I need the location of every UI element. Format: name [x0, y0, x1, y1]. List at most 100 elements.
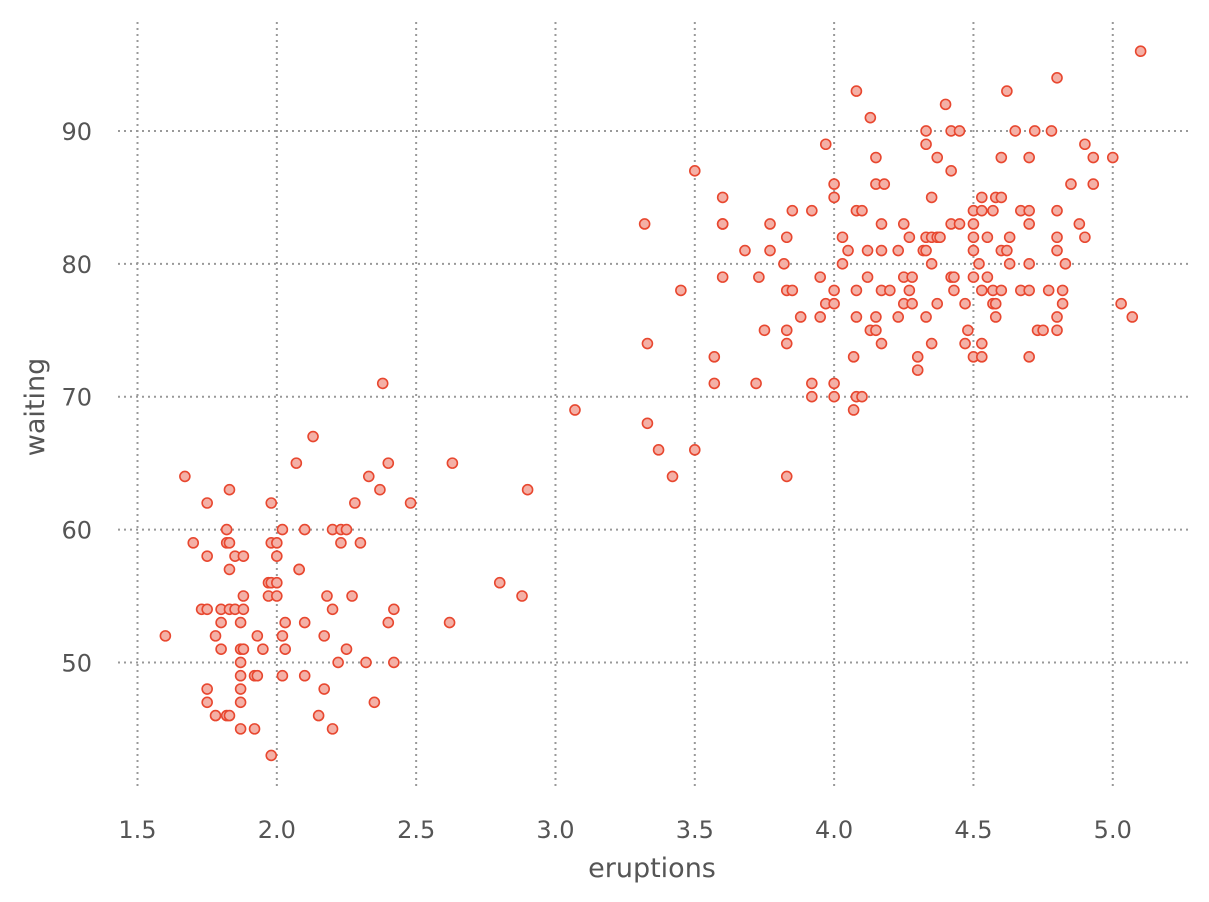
data-point [201, 497, 213, 509]
data-point [237, 590, 250, 602]
y-tick-label: 90 [61, 118, 92, 146]
data-point [1106, 151, 1119, 164]
data-point [234, 723, 247, 735]
data-point [828, 377, 840, 390]
data-point [948, 284, 960, 297]
data-point [967, 231, 980, 244]
data-point [675, 284, 687, 297]
data-point [201, 683, 213, 695]
data-point [1051, 231, 1063, 244]
x-tick-labels: 1.5 2.0 2.5 3.0 3.5 4.0 4.5 5.0 [118, 816, 1131, 844]
data-point [925, 191, 938, 204]
data-point [340, 523, 353, 536]
data-point [404, 497, 417, 509]
data-point [995, 284, 1008, 297]
data-point [234, 656, 247, 669]
data-point [298, 523, 311, 536]
data-point [237, 603, 250, 616]
data-point [1056, 297, 1069, 310]
data-point [201, 550, 213, 562]
data-point [521, 483, 534, 496]
data-point [1023, 351, 1035, 363]
data-point [223, 563, 236, 576]
data-point [708, 351, 721, 363]
data-point [864, 111, 877, 124]
data-point [318, 683, 330, 695]
x-tick-label: 3.0 [536, 816, 574, 844]
y-tick-label: 50 [61, 649, 92, 677]
data-point [1028, 125, 1041, 137]
data-point [234, 616, 247, 629]
data-point [298, 616, 311, 629]
data-point [234, 696, 247, 709]
data-point [271, 590, 283, 602]
x-tick-label: 5.0 [1094, 816, 1132, 844]
data-point [989, 311, 1002, 323]
data-point [861, 244, 874, 257]
data-point [307, 430, 319, 443]
data-point [251, 630, 264, 642]
data-point [1037, 324, 1049, 337]
data-point [976, 351, 988, 363]
data-point [758, 324, 771, 337]
data-point [362, 470, 375, 483]
data-point [995, 151, 1008, 164]
data-point [293, 563, 305, 576]
data-point [987, 204, 999, 217]
data-point [201, 603, 213, 616]
data-point [234, 669, 247, 682]
data-point [1001, 85, 1013, 97]
data-point [1059, 258, 1072, 270]
data-point [666, 470, 679, 483]
data-point [1023, 284, 1035, 297]
data-point [388, 656, 400, 669]
data-point [934, 231, 946, 244]
data-point [493, 576, 506, 589]
data-point [1003, 231, 1016, 244]
data-point [187, 537, 200, 549]
data-point [967, 218, 980, 230]
data-point [1003, 258, 1016, 270]
data-point [959, 337, 971, 350]
data-point [1073, 218, 1086, 230]
data-point [234, 683, 247, 695]
data-point [967, 244, 980, 257]
data-point [856, 390, 868, 403]
data-point [995, 191, 1008, 204]
data-point [516, 590, 528, 602]
data-point [388, 603, 400, 616]
data-point [382, 616, 395, 629]
data-point [850, 311, 863, 323]
data-point [335, 537, 347, 549]
data-point [1023, 204, 1035, 217]
data-point [780, 231, 793, 244]
data-point [806, 377, 818, 390]
data-point [750, 377, 762, 390]
x-tick-label: 1.5 [118, 816, 156, 844]
data-point [870, 311, 882, 323]
data-point [976, 337, 988, 350]
y-tick-label: 60 [61, 517, 92, 545]
x-gridlines [136, 22, 1114, 790]
data-point [374, 483, 386, 496]
data-point [271, 537, 283, 549]
data-point [276, 630, 289, 642]
data-point [875, 218, 888, 230]
data-point [220, 523, 233, 536]
data-point [786, 204, 799, 217]
data-point [251, 669, 264, 682]
data-point [875, 337, 888, 350]
data-point [332, 656, 344, 669]
data-point [981, 271, 994, 283]
data-point [318, 630, 330, 642]
data-point [446, 457, 459, 469]
data-point [223, 483, 236, 496]
data-point [279, 643, 291, 655]
data-point [716, 191, 729, 204]
data-point [1051, 324, 1063, 337]
data-point [382, 457, 395, 469]
data-point [939, 98, 952, 111]
data-point [201, 696, 213, 709]
data-point [836, 258, 849, 270]
